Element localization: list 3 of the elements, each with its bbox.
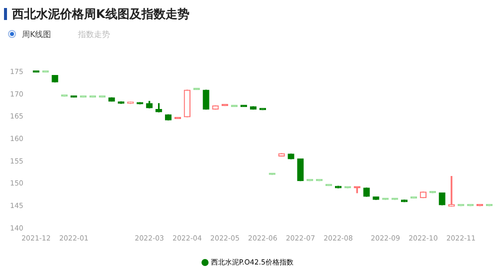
text: 周K线图: [22, 29, 52, 40]
text: 指数走势: [78, 29, 110, 40]
chart-title: 西北水泥价格周K线图及指数走势: [12, 6, 190, 23]
